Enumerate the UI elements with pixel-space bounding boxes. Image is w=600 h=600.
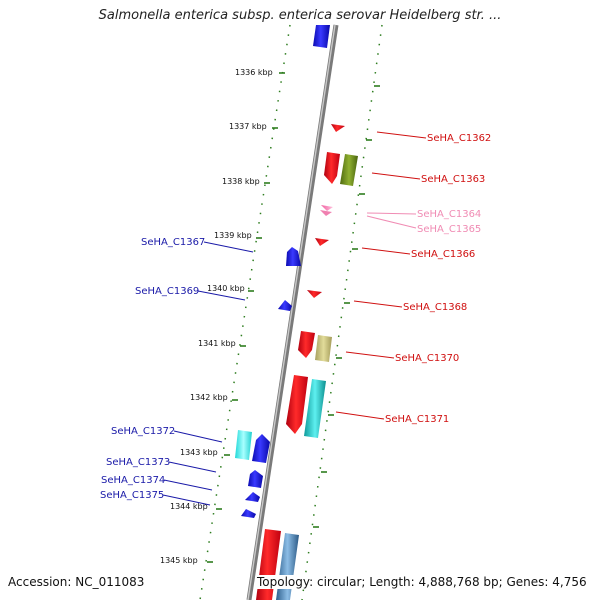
tick-label: 1337 kbp [229,122,267,131]
gene-seha-c1370[interactable] [298,331,315,358]
tick-label: 1336 kbp [235,68,273,77]
gene-seha-c1375[interactable] [241,509,256,518]
right-leader-lines [335,131,427,420]
tick-label: 1340 kbp [207,284,245,293]
gene-label-seha-c1370[interactable]: SeHA_C1370 [395,353,459,364]
gene-label-seha-c1373[interactable]: SeHA_C1373 [106,457,170,468]
leader-seha-c1373 [168,461,217,473]
gene-label-seha-c1369[interactable]: SeHA_C1369 [135,286,199,297]
gene-label-seha-c1368[interactable]: SeHA_C1368 [403,302,467,313]
tick-label: 1339 kbp [214,231,252,240]
leader-seha-c1367 [203,241,254,253]
gene-seha-c1371[interactable] [286,375,308,434]
gene-seha-c1369[interactable] [278,300,292,311]
leader-seha-c1362 [376,131,427,139]
right-gene-labels[interactable]: SeHA_C1362 SeHA_C1363 SeHA_C1364 SeHA_C1… [385,133,491,425]
leader-seha-c1363 [371,172,421,180]
gene-label-seha-c1366[interactable]: SeHA_C1366 [411,249,475,260]
leader-seha-c1366 [361,247,411,255]
tick-labels: 1336 kbp 1337 kbp 1338 kbp 1339 kbp 1340… [160,68,273,565]
gene-label-seha-c1364[interactable]: SeHA_C1364 [417,209,481,220]
leader-seha-c1368 [353,300,403,308]
gene-label-seha-c1375[interactable]: SeHA_C1375 [100,490,164,501]
leader-seha-c1364 [366,212,417,215]
leader-seha-c1369 [197,290,246,301]
topology-text: Topology: circular; Length: 4,888,768 bp… [257,575,591,589]
gene-seha-c1370-partner[interactable] [315,335,332,362]
leader-seha-c1371 [335,411,385,420]
gene-seha-c1372-partner[interactable] [252,434,270,463]
leader-seha-c1374 [163,479,213,491]
forward-strand-genes[interactable] [256,124,358,600]
tick-label: 1342 kbp [190,393,228,402]
reverse-strand-genes[interactable] [235,25,330,518]
gene-seha-c1368[interactable] [307,290,322,298]
gene-label-seha-c1374[interactable]: SeHA_C1374 [101,475,165,486]
tick-label: 1343 kbp [180,448,218,457]
gene-seha-c1373[interactable] [248,470,263,488]
leader-seha-c1375 [162,494,211,506]
left-leader-lines [162,241,254,506]
gene-seha-c1371-partner[interactable] [304,379,326,438]
gene-label-seha-c1362[interactable]: SeHA_C1362 [427,133,491,144]
genome-backbone [246,24,339,600]
gene-label-seha-c1363[interactable]: SeHA_C1363 [421,174,485,185]
tick-label: 1338 kbp [222,177,260,186]
gene-seha-c1362[interactable] [331,124,345,132]
tick-label: 1344 kbp [170,502,208,511]
gene-seha-c1364[interactable] [321,205,333,211]
tick-label: 1345 kbp [160,556,198,565]
leader-seha-c1372 [173,430,223,443]
gene-seha-c1363[interactable] [324,152,340,184]
leader-seha-c1370 [345,351,395,359]
genome-title: Salmonella enterica subsp. enterica sero… [98,8,502,23]
leader-seha-c1365 [366,215,417,229]
gene-seha-c1363-partner[interactable] [340,154,358,186]
inner-track-guide [199,24,291,600]
gene-seha-c1365[interactable] [320,210,332,216]
gene-label-seha-c1372[interactable]: SeHA_C1372 [111,426,175,437]
accession-text: Accession: NC_011083 [8,575,145,589]
tick-marks [207,72,380,563]
gene-seha-c1372[interactable] [235,430,252,460]
gene-bottom-steel[interactable] [276,533,299,600]
tick-label: 1341 kbp [198,339,236,348]
gene-seha-c1374[interactable] [245,492,260,502]
gene-label-seha-c1365[interactable]: SeHA_C1365 [417,224,481,235]
gene-seha-c1366[interactable] [315,238,329,246]
gene-top-blue[interactable] [313,25,330,48]
gene-label-seha-c1371[interactable]: SeHA_C1371 [385,414,449,425]
outer-track-guide [301,24,383,600]
left-gene-labels[interactable]: SeHA_C1367 SeHA_C1369 SeHA_C1372 SeHA_C1… [100,237,205,501]
genome-backbone-highlight [247,24,336,600]
gene-label-seha-c1367[interactable]: SeHA_C1367 [141,237,205,248]
gene-seha-c1367[interactable] [286,247,301,266]
